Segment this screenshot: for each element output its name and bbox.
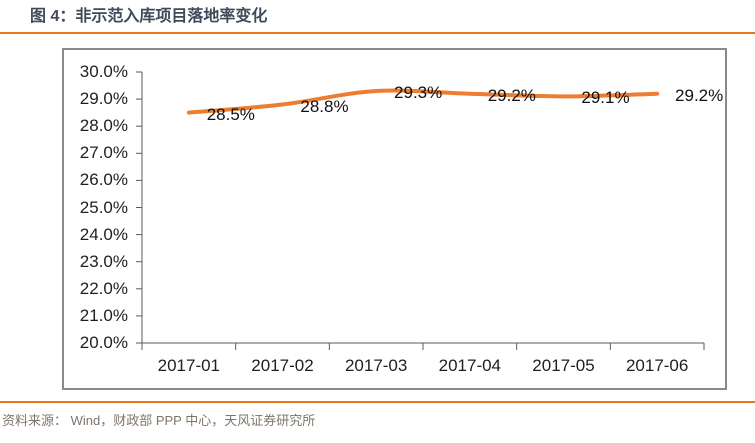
x-axis-tick-label: 2017-03 [344, 356, 408, 375]
data-point-label: 29.2% [487, 85, 536, 105]
x-axis-tick-label: 2017-01 [157, 356, 221, 375]
x-axis-tick-label: 2017-06 [625, 356, 689, 375]
data-point-label: 29.1% [581, 88, 630, 108]
y-axis-tick-label: 26.0% [79, 170, 128, 190]
x-axis-tick-label: 2017-02 [251, 356, 314, 375]
x-axis-tick-label: 2017-05 [532, 356, 595, 375]
data-point-label: 29.2% [675, 85, 724, 105]
y-axis-tick-label: 29.0% [79, 89, 128, 109]
figure-title: 图 4：非示范入库项目落地率变化 [30, 8, 268, 25]
y-axis-tick-label: 28.0% [79, 116, 128, 136]
data-point-label: 29.3% [394, 82, 443, 102]
y-axis-tick-label: 24.0% [79, 224, 128, 244]
y-axis-tick-label: 30.0% [79, 62, 128, 81]
y-axis-tick-label: 23.0% [79, 251, 128, 271]
y-axis-tick-label: 25.0% [79, 197, 128, 217]
source-note: 资料来源： Wind，财政部 PPP 中心，天风证券研究所 [2, 413, 316, 428]
top-divider-line [0, 32, 755, 34]
data-point-label: 28.8% [300, 96, 349, 116]
y-axis-tick-label: 27.0% [79, 143, 128, 163]
x-axis-tick-label: 2017-04 [438, 356, 502, 375]
bottom-divider-line [0, 401, 755, 403]
y-axis-tick-label: 21.0% [79, 305, 128, 325]
y-axis-tick-label: 20.0% [79, 333, 128, 352]
y-axis-tick-label: 22.0% [79, 278, 128, 298]
data-point-label: 28.5% [206, 104, 255, 124]
